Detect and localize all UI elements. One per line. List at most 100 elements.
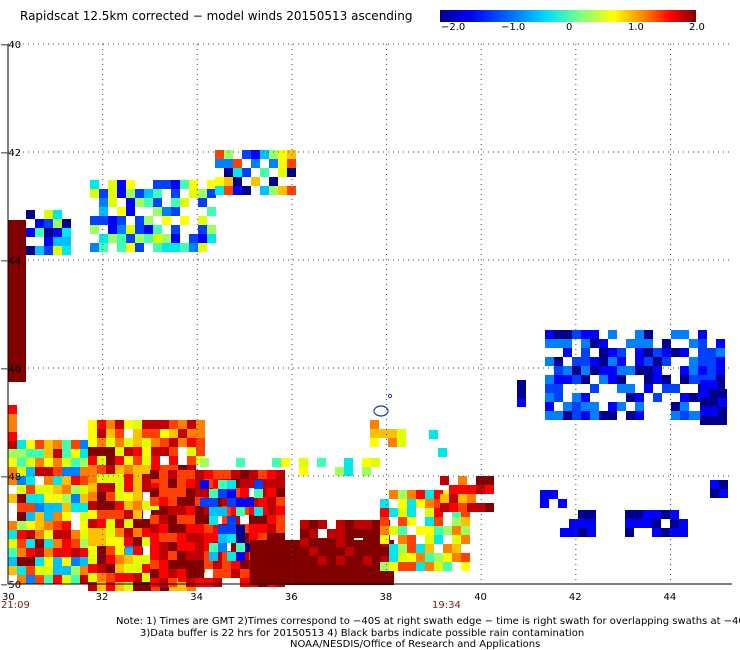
swath-pixel — [709, 416, 718, 425]
swath-pixel — [26, 530, 35, 539]
swath-pixel — [195, 551, 204, 560]
swath-pixel — [362, 467, 371, 476]
swath-pixel — [299, 458, 308, 467]
swath-pixel — [554, 366, 563, 375]
swath-pixel — [236, 534, 245, 543]
swath-pixel — [88, 510, 97, 519]
swath-pixel — [388, 438, 397, 447]
swath-pixel — [26, 575, 35, 584]
swath-pixel — [689, 393, 698, 402]
swath-pixel — [268, 540, 277, 549]
swath-pixel — [150, 569, 159, 578]
swath-pixel — [671, 402, 680, 411]
swath-pixel — [124, 447, 133, 456]
swath-pixel — [204, 470, 213, 479]
swath-pixel — [160, 429, 169, 438]
swath-pixel — [281, 458, 290, 467]
swath-pixel — [670, 519, 679, 528]
swath-pixel — [150, 578, 159, 587]
swath-pixel — [461, 553, 470, 562]
swath-pixel — [115, 555, 124, 564]
swath-pixel — [617, 375, 626, 384]
swath-pixel — [133, 555, 142, 564]
swath-pixel — [635, 339, 644, 348]
lon-tick-label: 40 — [474, 592, 487, 603]
swath-pixel — [88, 519, 97, 528]
swath-pixel — [53, 210, 62, 219]
swath-pixel — [35, 557, 44, 566]
swath-pixel — [35, 566, 44, 575]
swath-pixel — [554, 330, 563, 339]
map-axes: 30 32 34 36 38 40 42 44 −40 −42 −44 −46 −48 −50 — [0, 40, 732, 603]
swath-pixel — [115, 501, 124, 510]
swath-pixel — [17, 557, 26, 566]
swath-pixel — [204, 533, 213, 542]
swath-pixel — [249, 524, 258, 533]
swath-pixel — [635, 348, 644, 357]
swath-pixel — [26, 449, 35, 458]
swath-pixel — [449, 503, 458, 512]
swath-pixel — [62, 219, 71, 228]
swath-pixel — [124, 555, 133, 564]
swath-pixel — [590, 357, 599, 366]
swath-pixel — [53, 485, 62, 494]
swath-pixel — [97, 555, 106, 564]
swath-pixel — [209, 543, 218, 552]
swath-pixel — [563, 339, 572, 348]
swath-pixel — [35, 467, 44, 476]
swath-pixel — [363, 529, 372, 538]
swath-pixel — [124, 465, 133, 474]
swath-pixel — [195, 524, 204, 533]
swath-pixel — [425, 517, 434, 526]
swath-pixel — [88, 582, 97, 591]
swath-pixel — [159, 479, 168, 488]
swath-pixel — [99, 207, 108, 216]
swath-pixel — [222, 560, 231, 569]
swath-pixel — [162, 243, 171, 252]
swath-pixel — [578, 519, 587, 528]
swath-pixel — [207, 225, 216, 234]
swath-pixel — [569, 519, 578, 528]
swath-pixel — [224, 186, 233, 195]
swath-pixel — [336, 529, 345, 538]
swath-pixel — [8, 521, 17, 530]
swath-pixel — [440, 476, 449, 485]
swath-pixel — [554, 375, 563, 384]
swath-pixel — [168, 560, 177, 569]
swath-pixel — [168, 515, 177, 524]
swath-pixel — [133, 582, 142, 591]
swath-pixel — [222, 470, 231, 479]
swath-pixel — [218, 543, 227, 552]
swath-pixel — [572, 357, 581, 366]
swath-pixel — [144, 225, 153, 234]
swath-pixel — [363, 556, 372, 565]
swath-pixel — [425, 553, 434, 562]
swath-pixel — [425, 499, 434, 508]
swath-pixel — [259, 576, 268, 585]
swath-pixel — [608, 330, 617, 339]
swath-pixel — [635, 330, 644, 339]
swath-pixel — [242, 150, 251, 159]
swath-pixel — [249, 470, 258, 479]
swath-pixel — [44, 494, 53, 503]
swath-pixel — [563, 348, 572, 357]
swath-pixel — [716, 339, 725, 348]
swath-pixel — [389, 526, 398, 535]
swath-pixel — [698, 366, 707, 375]
swath-pixel — [268, 576, 277, 585]
swath-pixel — [540, 499, 549, 508]
swath-pixel — [35, 440, 44, 449]
swath-pixel — [389, 553, 398, 562]
swath-pixel — [286, 558, 295, 567]
swath-pixel — [124, 510, 133, 519]
swath-pixel — [187, 456, 196, 465]
swath-pixel — [440, 494, 449, 503]
swath-pixel — [458, 485, 467, 494]
swath-pixel — [452, 544, 461, 553]
lat-lon-grid — [8, 43, 732, 584]
swath-pixel — [599, 339, 608, 348]
lat-tick-label: −48 — [0, 472, 21, 483]
swath-pixel — [245, 543, 254, 552]
swath-pixel — [97, 546, 106, 555]
swath-pixel — [318, 556, 327, 565]
